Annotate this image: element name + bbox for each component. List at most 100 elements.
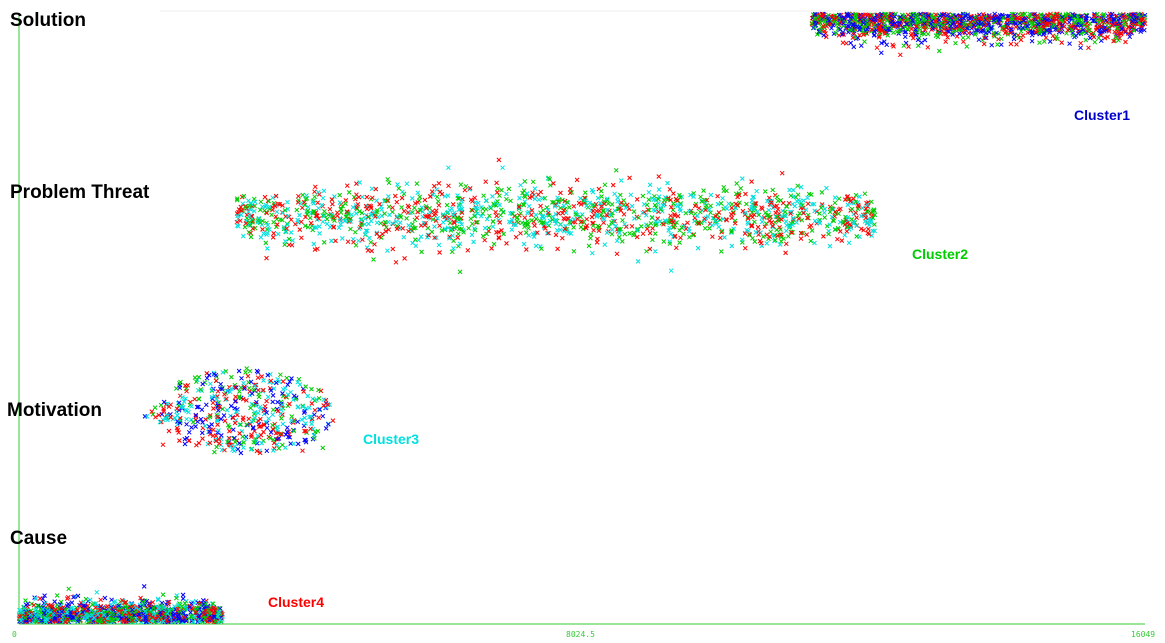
data-point-cluster2: [522, 215, 528, 221]
data-point-cluster2: [494, 190, 500, 195]
data-point-cluster2: [414, 215, 420, 221]
data-point-cluster1: [1085, 24, 1091, 30]
data-point-cluster1: [983, 35, 989, 41]
data-point-cluster2: [399, 204, 404, 210]
data-point-cluster2: [610, 227, 615, 233]
data-point-cluster1: [882, 24, 888, 30]
data-point-cluster2: [553, 232, 559, 238]
data-point-cluster3: [266, 416, 271, 421]
data-point-cluster3: [229, 374, 234, 380]
data-point-cluster2: [668, 268, 674, 274]
data-point-cluster2: [652, 248, 658, 254]
data-point-cluster2: [595, 236, 600, 242]
data-point-cluster1: [848, 27, 854, 33]
data-point-cluster2: [296, 193, 301, 199]
data-point-cluster1: [931, 22, 937, 28]
cluster-label-2: Cluster2: [912, 246, 968, 262]
data-point-cluster1: [893, 11, 898, 17]
data-point-cluster2: [779, 170, 785, 176]
data-point-cluster2: [631, 209, 637, 214]
data-point-cluster3: [212, 449, 217, 455]
data-point-cluster1: [893, 23, 899, 29]
data-point-cluster2: [312, 194, 318, 200]
data-point-cluster2: [346, 190, 352, 195]
data-point-cluster1: [850, 21, 856, 27]
data-point-cluster2: [409, 196, 415, 201]
data-point-cluster1: [936, 17, 942, 23]
data-point-cluster1: [961, 39, 966, 45]
data-point-cluster2: [609, 231, 615, 237]
data-point-cluster3: [213, 378, 219, 384]
data-point-cluster2: [800, 230, 806, 236]
data-point-cluster2: [337, 192, 343, 198]
data-point-cluster2: [614, 238, 620, 244]
data-point-cluster1: [1005, 32, 1011, 37]
data-point-cluster3: [320, 445, 326, 451]
data-point-cluster1: [898, 26, 903, 32]
data-point-cluster2: [722, 235, 727, 240]
data-point-cluster2: [440, 219, 446, 225]
data-point-cluster3: [303, 384, 309, 389]
data-point-cluster3: [189, 403, 194, 409]
data-point-cluster2: [271, 231, 277, 236]
data-point-cluster3: [199, 430, 205, 436]
data-point-cluster2: [446, 165, 451, 171]
data-point-cluster3: [215, 388, 221, 394]
data-point-cluster2: [582, 190, 588, 195]
x-tick-label-0: 0: [12, 630, 17, 639]
data-point-cluster1: [921, 31, 927, 37]
data-point-cluster1: [918, 11, 923, 17]
data-point-cluster2: [412, 237, 418, 242]
data-point-cluster1: [971, 22, 977, 28]
data-point-cluster1: [997, 17, 1002, 22]
data-point-cluster1: [964, 44, 970, 49]
data-point-cluster1: [1025, 30, 1031, 36]
data-point-cluster2: [506, 186, 512, 192]
data-point-cluster2: [652, 231, 658, 236]
data-point-cluster2: [333, 238, 338, 244]
data-point-cluster3: [255, 375, 261, 381]
data-point-cluster1: [867, 13, 873, 19]
data-point-cluster2: [530, 179, 536, 185]
data-point-cluster2: [685, 220, 690, 226]
data-point-cluster2: [369, 195, 375, 201]
data-point-cluster2: [415, 190, 421, 196]
data-point-cluster2: [501, 231, 506, 237]
data-point-cluster2: [394, 199, 400, 205]
data-point-cluster1: [1112, 21, 1118, 26]
data-point-cluster2: [660, 202, 666, 208]
data-point-cluster1: [1058, 17, 1064, 23]
data-point-cluster2: [494, 180, 499, 186]
data-point-cluster4: [160, 592, 166, 597]
data-point-cluster2: [387, 212, 392, 218]
data-point-cluster2: [794, 220, 799, 225]
data-point-cluster2: [429, 189, 435, 194]
data-point-cluster1: [1054, 34, 1059, 39]
data-point-cluster2: [532, 223, 537, 228]
data-point-cluster2: [339, 236, 345, 241]
data-point-cluster2: [458, 182, 464, 187]
data-point-cluster2: [812, 240, 817, 246]
data-point-cluster3: [241, 380, 246, 386]
data-point-cluster1: [1035, 13, 1040, 18]
data-point-cluster2: [849, 217, 855, 222]
data-point-cluster2: [718, 249, 724, 254]
data-point-cluster1: [968, 13, 974, 19]
data-point-cluster2: [434, 187, 440, 192]
data-point-cluster1: [1026, 19, 1031, 24]
data-point-cluster1: [848, 40, 854, 46]
data-point-cluster2: [373, 186, 379, 192]
data-point-cluster2: [805, 201, 811, 207]
data-point-cluster2: [240, 233, 246, 239]
data-point-cluster1: [997, 13, 1003, 18]
data-point-cluster1: [1031, 21, 1036, 26]
data-point-cluster1: [1066, 19, 1072, 25]
data-point-cluster2: [445, 193, 451, 198]
data-point-cluster1: [1118, 30, 1124, 36]
data-point-cluster2: [393, 259, 399, 265]
data-point-cluster2: [532, 186, 538, 191]
data-point-cluster2: [755, 224, 761, 230]
data-point-cluster1: [897, 52, 903, 58]
data-point-cluster1: [909, 31, 915, 37]
data-point-cluster2: [457, 269, 463, 275]
